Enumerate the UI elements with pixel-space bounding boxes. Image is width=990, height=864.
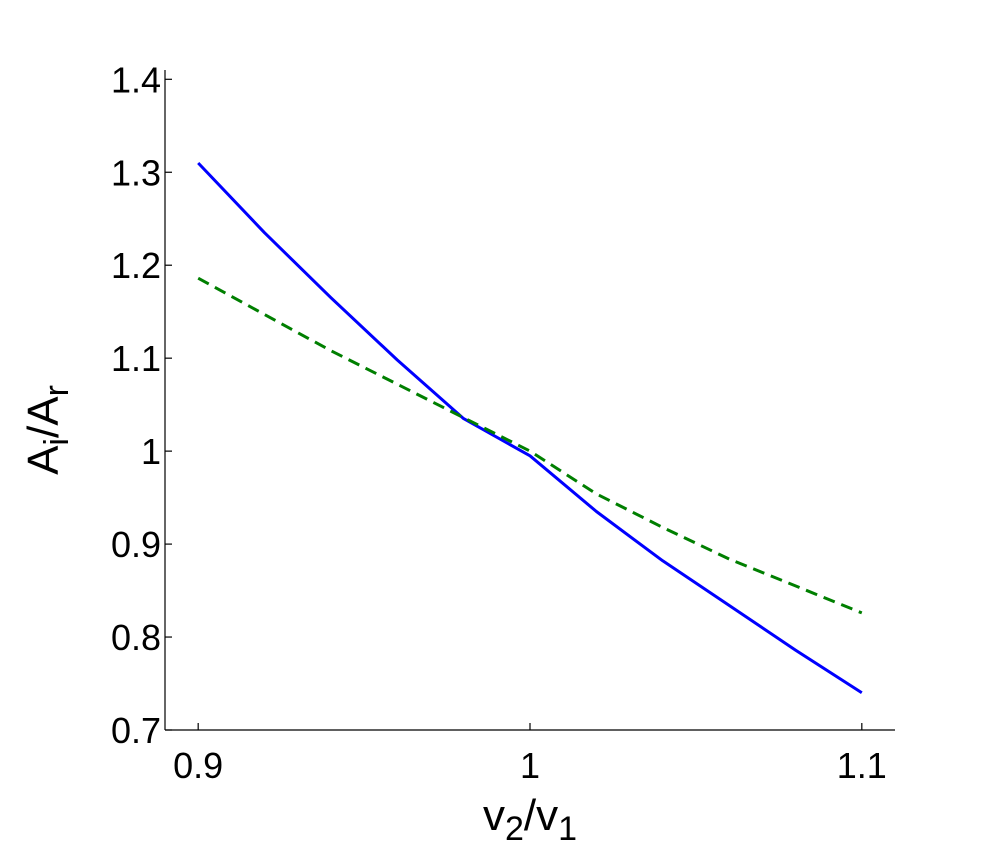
y-tick-label: 1.2 — [111, 245, 161, 286]
y-axis-label: Ai/Ar — [19, 385, 76, 475]
x-label-base: v — [483, 791, 505, 840]
y-tick-label: 0.9 — [111, 524, 161, 565]
y-ticks: 0.7 0.8 0.9 1 1.1 1.2 1.3 1.4 — [111, 59, 172, 751]
series-layer — [197, 161, 863, 695]
axes — [164, 70, 895, 731]
x-label-sub1: 2 — [505, 810, 524, 848]
x-tick-label: 1.1 — [837, 745, 887, 786]
series-line-solid — [197, 161, 863, 695]
x-axis-label: v2/v1 — [483, 791, 577, 848]
y-label-base2: A — [19, 396, 68, 426]
x-ticks: 0.9 1 1.1 — [173, 723, 887, 786]
y-tick-label: 0.8 — [111, 617, 161, 658]
x-label-slash: / — [524, 791, 537, 840]
y-tick-label: 1 — [141, 431, 161, 472]
y-label-sub2: r — [38, 385, 76, 396]
x-label-sub2: 1 — [558, 810, 577, 848]
y-label-slash: / — [19, 425, 68, 438]
y-tick-label: 1.1 — [111, 338, 161, 379]
x-tick-label: 0.9 — [173, 745, 223, 786]
x-tick-label: 1 — [520, 745, 540, 786]
y-tick-label: 1.4 — [111, 59, 161, 100]
x-label-base2: v — [536, 791, 558, 840]
y-tick-label: 1.3 — [111, 152, 161, 193]
y-label-base: A — [19, 445, 68, 475]
y-tick-label: 0.7 — [111, 710, 161, 751]
y-label-sub1: i — [38, 438, 76, 446]
series-line-dashed — [197, 276, 863, 615]
